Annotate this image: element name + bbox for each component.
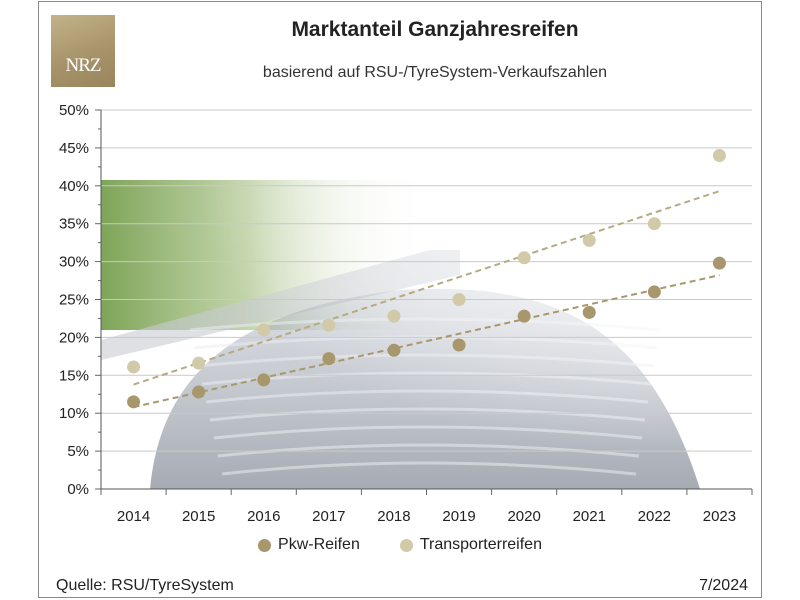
point-pkw-reifen-2023 bbox=[712, 256, 726, 270]
point-pkw-reifen-2014 bbox=[127, 395, 141, 409]
point-pkw-reifen-2022 bbox=[647, 285, 661, 299]
point-transporterreifen-2014 bbox=[127, 360, 141, 374]
legend: Pkw-Reifen Transporterreifen bbox=[0, 536, 800, 554]
point-pkw-reifen-2019 bbox=[452, 338, 466, 352]
point-pkw-reifen-2015 bbox=[192, 385, 206, 399]
x-tick-label: 2019 bbox=[442, 508, 475, 525]
x-tick-label: 2023 bbox=[703, 508, 736, 525]
y-tick-label: 50% bbox=[59, 102, 89, 119]
legend-label: Transporterreifen bbox=[419, 536, 542, 553]
y-tick-label: 30% bbox=[59, 254, 89, 271]
point-pkw-reifen-2020 bbox=[517, 309, 531, 323]
logo: NRZ bbox=[51, 15, 115, 87]
x-tick-label: 2015 bbox=[182, 508, 215, 525]
x-tick-label: 2022 bbox=[638, 508, 671, 525]
trendline-transporterreifen bbox=[133, 190, 720, 386]
trendline-pkw-reifen bbox=[133, 274, 720, 409]
data-points bbox=[127, 148, 726, 409]
x-tick-label: 2021 bbox=[573, 508, 606, 525]
y-tick-label: 15% bbox=[59, 367, 89, 384]
y-tick-label: 0% bbox=[67, 481, 89, 498]
point-pkw-reifen-2018 bbox=[387, 343, 401, 357]
source-note: Quelle: RSU/TyreSystem bbox=[56, 577, 234, 594]
point-transporterreifen-2022 bbox=[647, 217, 661, 231]
legend-label: Pkw-Reifen bbox=[278, 536, 360, 553]
point-transporterreifen-2017 bbox=[322, 318, 336, 332]
axes: 0% 5% 10% 15% 20% 25% 30% 35% 40% 45% 50% 2014 2015 2… bbox=[59, 102, 753, 525]
point-transporterreifen-2019 bbox=[452, 293, 466, 306]
y-tick-label: 25% bbox=[59, 292, 89, 309]
legend-item-pkw-reifen: Pkw-Reifen bbox=[258, 536, 360, 554]
point-pkw-reifen-2016 bbox=[257, 373, 271, 387]
point-pkw-reifen-2021 bbox=[582, 305, 596, 319]
x-tick-label: 2020 bbox=[507, 508, 540, 525]
legend-item-transporterreifen: Transporterreifen bbox=[399, 536, 542, 554]
logo-text: NRZ bbox=[65, 55, 102, 76]
point-transporterreifen-2020 bbox=[517, 251, 531, 265]
x-tick-label: 2014 bbox=[117, 508, 150, 525]
y-tick-label: 35% bbox=[59, 216, 89, 233]
y-tick-label: 40% bbox=[59, 178, 89, 195]
legend-marker bbox=[258, 538, 272, 552]
y-tick-label: 5% bbox=[67, 443, 89, 460]
y-tick-label: 20% bbox=[59, 329, 89, 346]
legend-marker bbox=[399, 538, 413, 552]
x-tick-label: 2017 bbox=[312, 508, 345, 525]
point-transporterreifen-2018 bbox=[387, 309, 401, 323]
trendlines bbox=[133, 190, 720, 409]
y-tick-label: 45% bbox=[59, 140, 89, 157]
chart-subtitle: basierend auf RSU-/TyreSystem-Verkaufsza… bbox=[262, 64, 608, 81]
grid-lines bbox=[101, 109, 752, 452]
x-tick-label: 2018 bbox=[377, 508, 410, 525]
y-tick-label: 10% bbox=[59, 405, 89, 422]
point-transporterreifen-2015 bbox=[192, 356, 206, 370]
chart-title: Marktanteil Ganzjahresreifen bbox=[291, 18, 579, 41]
point-transporterreifen-2016 bbox=[257, 323, 271, 337]
date-note: 7/2024 bbox=[699, 577, 748, 594]
point-transporterreifen-2023 bbox=[712, 148, 726, 162]
point-pkw-reifen-2017 bbox=[322, 352, 336, 366]
x-tick-label: 2016 bbox=[247, 508, 280, 525]
point-transporterreifen-2021 bbox=[582, 233, 596, 247]
